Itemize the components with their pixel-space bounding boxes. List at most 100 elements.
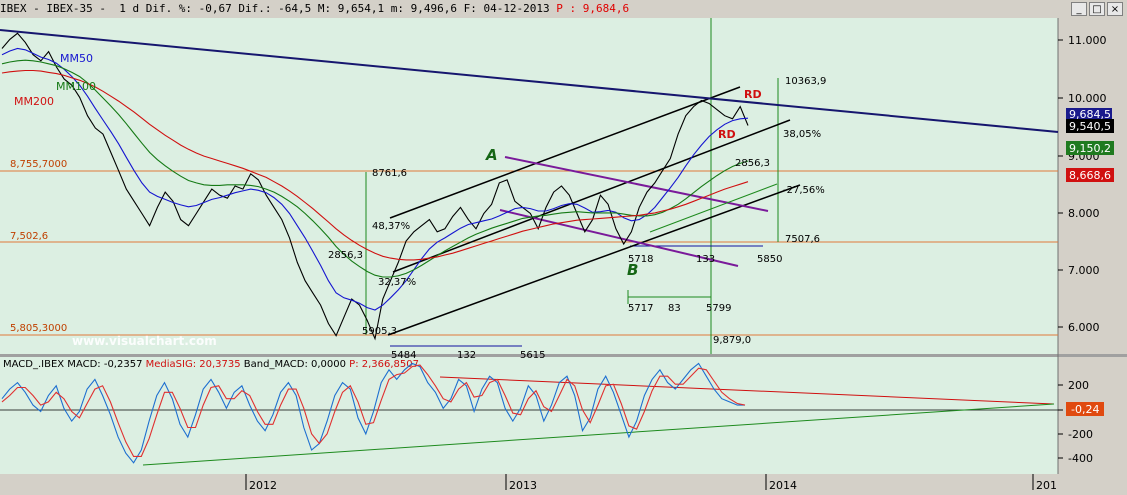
- label-5615: 5615: [520, 350, 545, 361]
- h-label-5805: 5,805,3000: [10, 323, 67, 334]
- macd-tick-label: -400: [1068, 452, 1093, 465]
- y-tick-label: 11.000: [1068, 34, 1107, 47]
- y-tick-label: 6.000: [1068, 321, 1100, 334]
- tag-9540: 9,540,5: [1069, 120, 1111, 133]
- label-5484: 5484: [391, 350, 416, 361]
- trend-channel: [387, 86, 801, 336]
- macd-green-trend[interactable]: [142, 403, 1055, 466]
- panel-divider[interactable]: [0, 354, 1127, 357]
- channel-upper-line[interactable]: [389, 86, 741, 219]
- series-mm200[interactable]: [1, 69, 749, 261]
- label-133-right: 133: [696, 254, 715, 265]
- y-tick-6000: 6.000: [1058, 321, 1100, 334]
- close-button[interactable]: ×: [1107, 2, 1123, 16]
- label-5905: 5905,3: [362, 326, 397, 337]
- label-rd-1: RD: [744, 88, 762, 101]
- y-tick-label: 8.000: [1068, 207, 1100, 220]
- x-tick-2014: 2014: [765, 474, 797, 492]
- macd-header-media: MediaSIG: 20,3735: [146, 359, 244, 370]
- tag-9150: 9,150,2: [1069, 142, 1111, 155]
- maximize-button[interactable]: □: [1089, 2, 1105, 16]
- long-term-trend-line[interactable]: [0, 29, 1059, 133]
- label-7507: 7507,6: [785, 234, 820, 245]
- tag-8668: 8,668,6: [1069, 169, 1111, 182]
- x-tick-label: 2014: [769, 479, 797, 492]
- label-9879: 9,879,0: [713, 335, 751, 346]
- label-8761: 8761,6: [372, 168, 407, 179]
- macd-tick-m400: -400: [1058, 452, 1093, 465]
- channel-lower-line[interactable]: [387, 184, 801, 336]
- macd-header: MACD_.IBEX MACD: -0,2357 MediaSIG: 20,37…: [3, 359, 419, 370]
- x-tick-label: 201: [1036, 479, 1057, 492]
- series-ibex[interactable]: [1, 32, 749, 341]
- macd-value-tag-bg: [1066, 402, 1104, 416]
- label-a: A: [485, 146, 498, 164]
- label-5799: 5799: [706, 303, 731, 314]
- macd-red-trend[interactable]: [439, 376, 1055, 405]
- macd-tick-label: -200: [1068, 428, 1093, 441]
- macd-value-tag: -0,24: [1071, 403, 1099, 416]
- label-5718: 5718: [628, 254, 653, 265]
- macd-tick-200: 200: [1058, 379, 1089, 392]
- macd-tick-label: 200: [1068, 379, 1089, 392]
- title-info: IBEX - IBEX-35 - 1 d Dif. %: -0,67 Dif.:…: [0, 2, 557, 15]
- channel-middle-line[interactable]: [392, 119, 791, 273]
- price-axis-bg: [1058, 18, 1127, 354]
- price-panel-bg[interactable]: [0, 18, 1058, 354]
- label-132-left: 132: [457, 350, 476, 361]
- label-83: 83: [668, 303, 681, 314]
- h-label-8755: 8,755,7000: [10, 159, 67, 170]
- title-price: P : 9,684,6: [556, 2, 630, 15]
- tag-9150-bg: [1066, 141, 1114, 155]
- minimize-button[interactable]: _: [1071, 2, 1087, 16]
- macd-header-main: MACD_.IBEX MACD: -0,2357: [3, 359, 146, 370]
- y-tick-10000: 10.000: [1058, 92, 1107, 105]
- label-4837: 48,37%: [372, 221, 410, 232]
- label-5850: 5850: [757, 254, 782, 265]
- series-macd[interactable]: [1, 362, 745, 464]
- y-tick-11000: 11.000: [1058, 34, 1107, 47]
- series-mm50[interactable]: [1, 47, 749, 311]
- label-10363: 10363,9: [785, 76, 826, 87]
- watermark: www.visualchart.com: [72, 334, 217, 348]
- y-tick-7000: 7.000: [1058, 264, 1100, 277]
- label-mm50: MM50: [60, 52, 93, 65]
- time-axis: 2012 2013 2014 201: [245, 474, 1057, 492]
- series-mm100[interactable]: [1, 59, 749, 278]
- window-title-bar: IBEX - IBEX-35 - 1 d Dif. %: -0,67 Dif.:…: [0, 0, 1127, 18]
- label-3237: 32,37%: [378, 277, 416, 288]
- green-trend-line[interactable]: [649, 183, 778, 233]
- macd-panel-bg[interactable]: [0, 357, 1058, 474]
- x-tick-2012: 2012: [245, 474, 277, 492]
- label-rd-2: RD: [718, 128, 736, 141]
- chart-svg: 11.000 10.000 9.000 8.000 7.000 6.000 8,…: [0, 18, 1127, 495]
- y-tick-label: 7.000: [1068, 264, 1100, 277]
- series-signal[interactable]: [1, 364, 746, 457]
- purple-line-b[interactable]: [499, 209, 739, 267]
- label-2756: -27,56%: [783, 185, 825, 196]
- x-tick-label: 2013: [509, 479, 537, 492]
- y-tick-label: 10.000: [1068, 92, 1107, 105]
- macd-series-group: [1, 362, 746, 464]
- label-3805: 38,05%: [783, 129, 821, 140]
- tag-9684-bg: [1066, 108, 1112, 121]
- label-2856-right: 2856,3: [735, 158, 770, 169]
- tag-9684: 9,684,5: [1069, 108, 1111, 121]
- price-value-tags: 9,684,5 9,540,5 9,150,2 8,668,6: [1066, 108, 1114, 182]
- macd-header-p: P: 2,366,8507: [349, 359, 419, 370]
- label-mm100: MM100: [56, 80, 96, 93]
- x-tick-label: 2012: [249, 479, 277, 492]
- label-5717: 5717: [628, 303, 653, 314]
- label-b: B: [627, 261, 638, 279]
- window-controls: _ □ ×: [1071, 2, 1123, 16]
- annotations: MM50 MM100 MM200 A B RD RD 10363,9 38,05…: [14, 52, 826, 361]
- label-2856-left: 2856,3: [328, 250, 363, 261]
- purple-line-a[interactable]: [504, 156, 769, 212]
- x-tick-2013: 2013: [505, 474, 537, 492]
- y-tick-8000: 8.000: [1058, 207, 1100, 220]
- time-axis-bg: [0, 474, 1127, 495]
- label-mm200: MM200: [14, 95, 54, 108]
- macd-axis: 200 0 -200 -400 -0,24: [1058, 379, 1104, 465]
- x-tick-2015: 201: [1032, 474, 1057, 492]
